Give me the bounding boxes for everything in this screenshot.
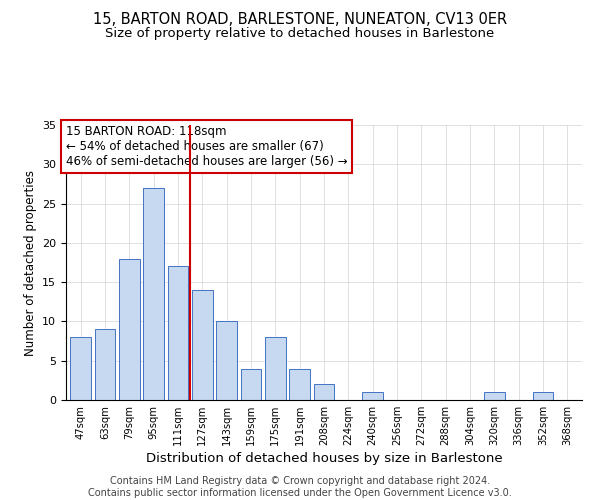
Text: 15, BARTON ROAD, BARLESTONE, NUNEATON, CV13 0ER: 15, BARTON ROAD, BARLESTONE, NUNEATON, C… xyxy=(93,12,507,28)
Bar xyxy=(265,337,286,400)
Bar xyxy=(216,322,237,400)
Bar xyxy=(167,266,188,400)
X-axis label: Distribution of detached houses by size in Barlestone: Distribution of detached houses by size … xyxy=(146,452,502,465)
Bar xyxy=(241,368,262,400)
Bar xyxy=(192,290,212,400)
Y-axis label: Number of detached properties: Number of detached properties xyxy=(23,170,37,356)
Text: Contains HM Land Registry data © Crown copyright and database right 2024.
Contai: Contains HM Land Registry data © Crown c… xyxy=(88,476,512,498)
Bar xyxy=(314,384,334,400)
Text: 15 BARTON ROAD: 118sqm
← 54% of detached houses are smaller (67)
46% of semi-det: 15 BARTON ROAD: 118sqm ← 54% of detached… xyxy=(66,125,347,168)
Bar xyxy=(533,392,553,400)
Bar xyxy=(484,392,505,400)
Bar xyxy=(362,392,383,400)
Bar xyxy=(119,258,140,400)
Bar xyxy=(70,337,91,400)
Bar xyxy=(289,368,310,400)
Bar xyxy=(143,188,164,400)
Bar xyxy=(95,330,115,400)
Text: Size of property relative to detached houses in Barlestone: Size of property relative to detached ho… xyxy=(106,28,494,40)
